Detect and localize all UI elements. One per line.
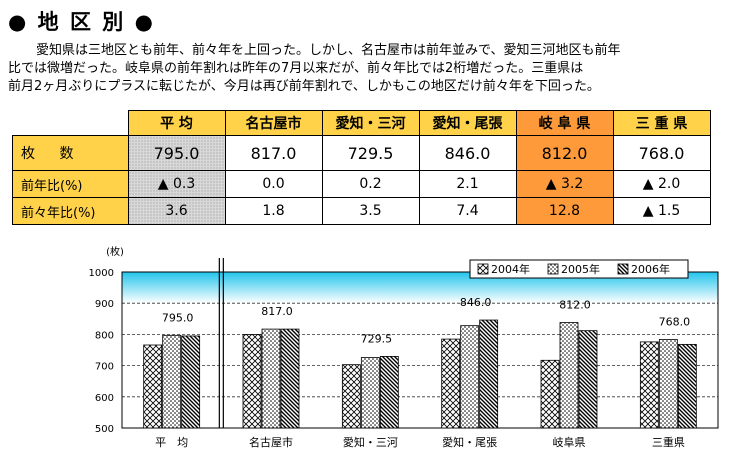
x-category-label: 愛知・尾張 xyxy=(442,435,497,449)
table-cell: 7.4 xyxy=(418,197,517,225)
y-tick-label: 800 xyxy=(95,330,114,341)
table-cell: ▲ 1.5 xyxy=(612,197,711,225)
summary-line: 前月2ヶ月ぶりにプラスに転じたが、今月は再び前年割れで、しかもこの地区だけ前々年… xyxy=(8,79,600,94)
column-header-aichi-owari: 愛知・尾張 xyxy=(418,110,517,136)
bar xyxy=(181,335,201,429)
bar xyxy=(479,319,499,429)
data-label: 795.0 xyxy=(162,311,194,324)
table-cell: 729.5 xyxy=(321,135,420,171)
y-tick-label: 900 xyxy=(95,299,114,310)
bar xyxy=(242,334,262,429)
bar xyxy=(658,338,678,429)
column-header-mie: 三 重 県 xyxy=(612,110,711,136)
table-header-row: 平 均 名古屋市 愛知・三河 愛知・尾張 岐 阜 県 三 重 県 xyxy=(12,110,711,136)
table-cell: ▲ 0.3 xyxy=(127,170,226,198)
y-tick-label: 500 xyxy=(95,424,114,435)
legend-label: 2006年 xyxy=(631,262,670,276)
row-header: 枚 数 xyxy=(12,135,129,171)
x-category-label: 岐阜県 xyxy=(553,436,586,449)
table-cell: 795.0 xyxy=(127,135,226,171)
table-row: 枚 数 795.0 817.0 729.5 846.0 812.0 768.0 xyxy=(12,135,711,171)
table-cell: 846.0 xyxy=(418,135,517,171)
table-cell: 812.0 xyxy=(515,135,614,171)
bar xyxy=(261,328,281,429)
table-cell: 1.8 xyxy=(224,197,323,225)
bar xyxy=(559,322,579,429)
y-tick-label: 700 xyxy=(95,362,114,373)
bar xyxy=(441,338,461,429)
bar xyxy=(578,330,598,429)
legend-label: 2005年 xyxy=(561,262,600,276)
table-cell: 0.2 xyxy=(321,170,420,198)
legend-swatch xyxy=(477,263,489,275)
x-category-label: 愛知・三河 xyxy=(343,435,398,449)
table-cell: 2.1 xyxy=(418,170,517,198)
bar xyxy=(677,343,697,429)
table-cell: ▲ 3.2 xyxy=(515,170,614,198)
summary-line: 比では微増だった。岐阜県の前年割れは昨年の7月以来だが、前々年比では2桁増だった… xyxy=(8,61,584,76)
table-row: 前年比(%) ▲ 0.3 0.0 0.2 2.1 ▲ 3.2 ▲ 2.0 xyxy=(12,170,711,198)
bar xyxy=(360,357,380,429)
column-header-aichi-mikawa: 愛知・三河 xyxy=(321,110,420,136)
row-header: 前年比(%) xyxy=(12,170,129,198)
table-cell: 12.8 xyxy=(515,197,614,225)
plot-frame xyxy=(121,271,719,429)
table-cell: 3.5 xyxy=(321,197,420,225)
table-row: 前々年比(%) 3.6 1.8 3.5 7.4 12.8 ▲ 1.5 xyxy=(12,197,711,225)
legend-label: 2004年 xyxy=(491,262,530,276)
region-stats-table: 平 均 名古屋市 愛知・三河 愛知・尾張 岐 阜 県 三 重 県 枚 数 795… xyxy=(12,110,711,225)
legend-swatch xyxy=(547,263,559,275)
bar xyxy=(280,328,300,429)
table-cell: 817.0 xyxy=(224,135,323,171)
column-header-gifu: 岐 阜 県 xyxy=(515,110,614,136)
bar xyxy=(162,334,182,429)
table-cell: 768.0 xyxy=(612,135,711,171)
x-category-label: 平 均 xyxy=(155,436,188,449)
x-category-label: 名古屋市 xyxy=(249,435,293,449)
table-cell: ▲ 2.0 xyxy=(612,170,711,198)
y-axis-unit: (枚) xyxy=(106,245,124,258)
data-label: 846.0 xyxy=(460,296,492,309)
data-label: 768.0 xyxy=(659,315,691,328)
table-cell: 3.6 xyxy=(127,197,226,225)
summary-line: 愛知県は三地区とも前年、前々年を上回った。しかし、名古屋市は前年並みで、愛知三河… xyxy=(36,43,621,58)
column-header-nagoya: 名古屋市 xyxy=(224,110,323,136)
x-category-label: 三重県 xyxy=(652,435,685,449)
y-tick-label: 600 xyxy=(95,393,114,404)
column-header-average: 平 均 xyxy=(127,110,226,136)
bar-chart: (枚) 500 600 700 800 900 1000 795.0 平 均 817.0 名古屋市… xyxy=(89,245,719,449)
bar xyxy=(540,359,560,429)
chart-legend: 2004年 2005年 2006年 xyxy=(469,259,689,279)
summary-text: 愛知県は三地区とも前年、前々年を上回った。しかし、名古屋市は前年並みで、愛知三河… xyxy=(8,42,732,96)
data-label: 812.0 xyxy=(559,299,591,312)
data-label: 817.0 xyxy=(261,305,293,318)
page-title: ● 地 区 別 ● xyxy=(8,10,155,34)
legend-swatch xyxy=(617,263,629,275)
bar xyxy=(639,341,659,429)
table-cell: 0.0 xyxy=(224,170,323,198)
bar xyxy=(379,355,399,429)
bar xyxy=(143,344,163,429)
bar xyxy=(341,364,361,429)
row-header: 前々年比(%) xyxy=(12,197,129,225)
bar xyxy=(460,325,480,429)
table-corner xyxy=(12,110,129,136)
y-tick-label: 1000 xyxy=(89,268,114,279)
data-label: 729.5 xyxy=(361,332,393,345)
